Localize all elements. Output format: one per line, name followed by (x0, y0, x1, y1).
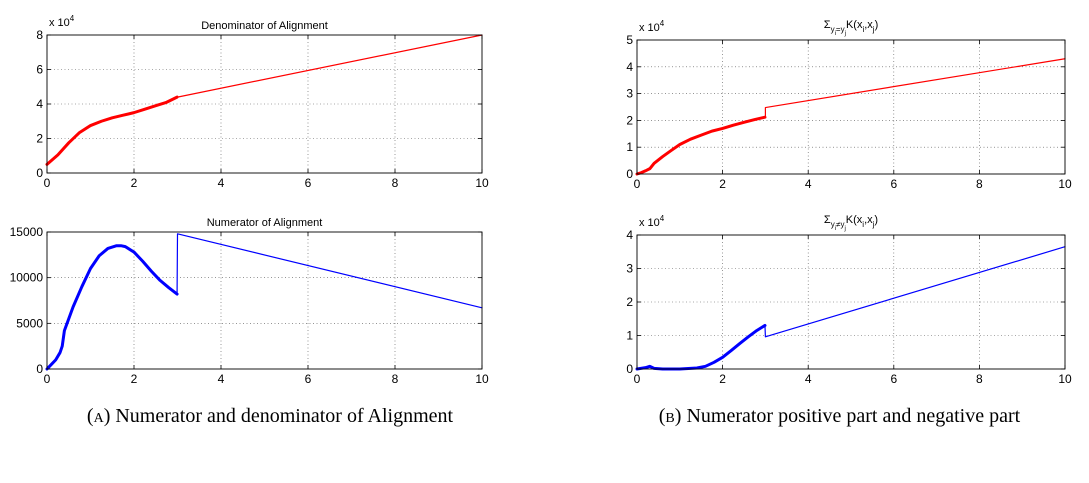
series-line-2 (176, 233, 483, 309)
series-line-2 (176, 34, 483, 98)
chart-title-part: Σ (824, 214, 831, 226)
y-tick-label: 1 (626, 140, 633, 154)
y-tick-label: 3 (626, 87, 633, 101)
chart-title-part: Σ (824, 19, 831, 31)
chart-title-part: ≠y (836, 220, 844, 229)
x-tick-label: 0 (44, 372, 51, 386)
x-tick-label: 0 (634, 372, 641, 386)
x-tick-label: 8 (392, 176, 399, 190)
chart-title: Σyi≠yjK(xi,xj) (824, 214, 878, 232)
y-tick-label: 2 (626, 295, 633, 309)
chart-title-part: y (831, 220, 835, 229)
chart-title-part: j (843, 226, 845, 232)
y-tick-label: 8 (36, 28, 43, 42)
x-tick-label: 0 (44, 176, 51, 190)
y-tick-label: 6 (36, 63, 43, 77)
chart-2: 0 2 4 6 8 10 0 5000 10000 15000 Numerator of Align… (10, 217, 489, 386)
caption-b: (b) Numerator positive part and negative… (590, 403, 1089, 429)
series-line-1 (45, 95, 179, 166)
y-exponent-label: x 104 (639, 19, 665, 34)
y-tick-label: 4 (36, 97, 43, 111)
chart-title-part: y (831, 25, 835, 34)
y-exponent-power: 4 (70, 14, 75, 23)
y-tick-label: 5 (626, 33, 633, 47)
caption-b-label: (b) (658, 405, 682, 427)
x-tick-label: 4 (805, 372, 812, 386)
chart-title: Denominator of Alignment (201, 20, 328, 32)
x-tick-label: 6 (890, 372, 897, 386)
chart-title-part: j (872, 25, 875, 34)
x-tick-label: 2 (131, 372, 138, 386)
x-tick-label: 10 (1058, 177, 1072, 191)
axes-frame (636, 39, 1066, 175)
chart-title-part: ) (875, 19, 879, 31)
y-tick-label: 15000 (10, 225, 44, 239)
x-tick-label: 2 (719, 177, 726, 191)
chart-title-part: i (862, 25, 864, 34)
y-exponent-power: 4 (660, 19, 665, 28)
series-line-2 (764, 58, 1066, 118)
y-tick-label: 4 (626, 228, 633, 242)
x-tick-label: 2 (131, 176, 138, 190)
series-line-2 (764, 246, 1066, 338)
y-tick-label: 0 (36, 362, 43, 376)
y-exponent-label: x 104 (639, 214, 665, 229)
chart-title-part: K(x (846, 19, 863, 31)
x-tick-label: 2 (719, 372, 726, 386)
caption-a: (a) Numerator and denominator of Alignme… (50, 403, 490, 429)
x-tick-label: 8 (976, 372, 983, 386)
chart-title-part: ,x (864, 19, 873, 31)
y-tick-label: 10000 (10, 271, 44, 285)
caption-b-text: Numerator positive part and negative par… (686, 405, 1021, 427)
chart-title: Σyi=yjK(xi,xj) (824, 19, 878, 37)
series-line-1 (635, 115, 767, 176)
chart-title-part: i (862, 220, 864, 229)
x-tick-label: 6 (890, 177, 897, 191)
y-tick-label: 2 (626, 113, 633, 127)
chart-1: 0 2 4 6 8 10 0 2 4 6 8 x 104 Denominator of Alignmen… (36, 14, 489, 190)
x-tick-label: 4 (805, 177, 812, 191)
chart-title-part: =y (836, 25, 845, 34)
axes-frame (46, 231, 483, 370)
chart-title-part: i (835, 226, 836, 232)
chart-title-part: j (844, 31, 846, 37)
chart-title-part: ) (874, 214, 878, 226)
chart-title: Numerator of Alignment (207, 217, 323, 229)
x-tick-label: 10 (475, 372, 489, 386)
y-tick-label: 3 (626, 262, 633, 276)
y-tick-label: 0 (626, 362, 633, 376)
x-tick-label: 8 (976, 177, 983, 191)
chart-title-part: j (872, 220, 875, 229)
y-exponent-label: x 104 (49, 14, 75, 29)
y-tick-label: 2 (36, 132, 43, 146)
series-line-1 (635, 323, 767, 371)
x-tick-label: 0 (634, 177, 641, 191)
series-line-1 (45, 244, 179, 371)
y-exponent-power: 4 (660, 214, 665, 223)
x-tick-label: 6 (305, 372, 312, 386)
chart-title-part: ,x (864, 214, 873, 226)
chart-title-part: K(x (846, 214, 863, 226)
y-tick-label: 0 (626, 167, 633, 181)
y-tick-label: 1 (626, 329, 633, 343)
chart-title-part: i (835, 31, 836, 37)
y-tick-label: 5000 (16, 316, 43, 330)
x-tick-label: 10 (475, 176, 489, 190)
caption-a-label: (a) (86, 405, 111, 427)
x-tick-label: 8 (392, 372, 399, 386)
y-tick-label: 4 (626, 60, 633, 74)
x-tick-label: 4 (218, 176, 225, 190)
caption-a-text: Numerator and denominator of Alignment (115, 405, 454, 427)
x-tick-label: 10 (1058, 372, 1072, 386)
x-tick-label: 4 (218, 372, 225, 386)
x-tick-label: 6 (305, 176, 312, 190)
y-tick-label: 0 (36, 166, 43, 180)
